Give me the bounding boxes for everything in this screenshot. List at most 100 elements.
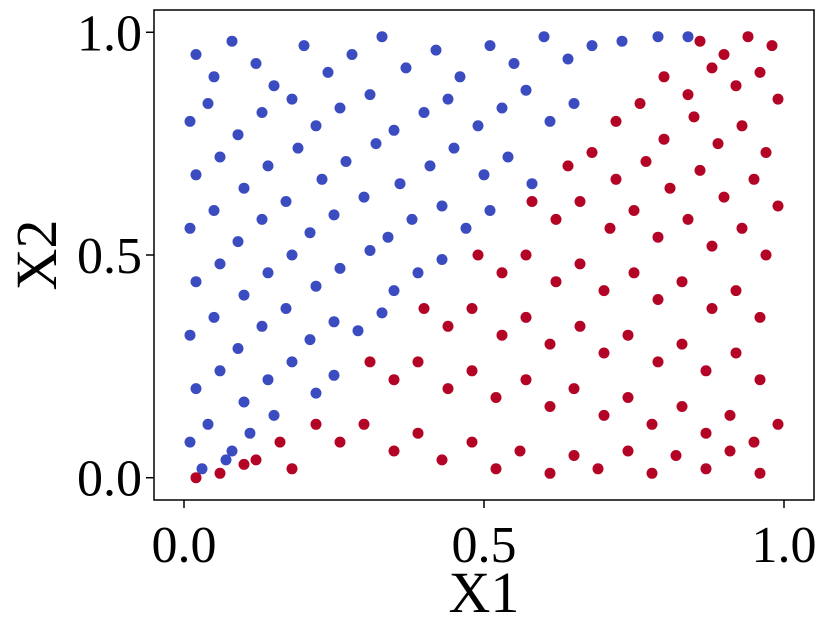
scatter-point-series-1 [466,365,478,377]
scatter-point-series-1 [496,267,508,279]
scatter-point-series-1 [388,374,400,386]
scatter-point-series-0 [250,58,262,69]
scatter-point-series-0 [184,222,196,234]
scatter-point-series-0 [364,89,376,101]
scatter-point-series-0 [208,205,220,216]
scatter-point-series-0 [340,156,352,167]
scatter-point-series-1 [466,436,478,448]
scatter-point-series-1 [286,463,298,475]
scatter-point-series-0 [538,31,550,43]
scatter-point-series-1 [250,454,262,466]
scatter-point-series-0 [280,303,292,314]
scatter-point-series-1 [670,450,682,461]
scatter-point-series-1 [412,427,424,439]
scatter-point-series-0 [196,463,208,475]
scatter-point-series-0 [304,227,316,239]
scatter-point-series-0 [232,129,244,141]
scatter-point-series-0 [346,49,358,60]
scatter-point-series-0 [328,209,340,221]
scatter-point-series-1 [748,173,760,185]
x-tick-label: 0.5 [452,517,517,574]
scatter-point-series-0 [202,418,214,430]
scatter-point-series-0 [310,387,322,399]
scatter-point-series-1 [274,436,286,448]
scatter-point-series-0 [526,178,538,190]
scatter-point-series-1 [574,258,586,270]
scatter-point-series-1 [712,138,724,150]
scatter-point-series-1 [598,285,610,297]
scatter-point-series-1 [610,173,622,185]
scatter-point-series-1 [310,418,322,430]
scatter-point-series-1 [700,463,712,475]
scatter-point-series-1 [724,445,736,457]
scatter-point-series-0 [310,280,322,292]
scatter-point-series-0 [184,436,196,448]
scatter-point-series-0 [328,316,340,328]
scatter-point-series-1 [646,418,658,430]
scatter-point-series-0 [214,151,226,163]
scatter-point-series-0 [502,151,514,163]
scatter-point-series-1 [592,463,604,475]
scatter-point-series-1 [706,62,718,74]
scatter-point-series-1 [472,249,484,261]
scatter-point-series-1 [694,35,706,47]
scatter-point-series-1 [610,115,622,127]
scatter-point-series-1 [550,276,562,288]
scatter-point-series-0 [208,71,220,83]
plot-frame [153,9,815,501]
scatter-point-series-1 [688,111,700,123]
scatter-point-series-1 [748,436,760,448]
scatter-point-series-0 [562,53,574,65]
scatter-point-series-0 [184,329,196,341]
scatter-point-series-0 [376,307,388,319]
scatter-point-series-0 [406,213,418,225]
x-tick-label: 1.0 [752,517,817,574]
scatter-point-series-1 [706,240,718,252]
scatter-point-series-1 [568,383,580,395]
scatter-point-series-1 [766,40,778,52]
scatter-point-series-0 [334,262,346,274]
scatter-point-series-0 [322,66,334,78]
scatter-point-series-1 [682,213,694,225]
scatter-point-series-1 [700,427,712,439]
scatter-point-series-1 [760,147,772,158]
scatter-point-series-0 [388,124,400,136]
scatter-point-series-0 [190,383,202,395]
scatter-point-series-1 [640,156,652,167]
scatter-point-series-0 [256,320,268,332]
scatter-point-series-0 [478,169,490,181]
scatter-point-series-1 [490,463,502,475]
scatter-point-series-1 [358,418,370,430]
scatter-point-series-0 [520,84,532,96]
scatter-point-series-1 [760,249,772,261]
scatter-point-series-0 [214,365,226,377]
scatter-point-series-0 [418,107,430,118]
scatter-point-series-1 [658,71,670,83]
scatter-point-series-1 [466,303,478,314]
scatter-point-series-0 [238,289,250,301]
scatter-point-series-1 [418,303,430,314]
scatter-point-series-1 [496,329,508,341]
scatter-point-series-0 [484,205,496,216]
scatter-point-series-0 [268,80,280,92]
scatter-point-series-1 [622,329,634,341]
scatter-point-series-1 [598,347,610,359]
scatter-point-series-0 [388,285,400,297]
scatter-point-series-0 [280,196,292,207]
scatter-point-series-1 [364,356,376,368]
scatter-point-series-0 [184,115,196,127]
y-tick-label: 0.0 [77,451,142,508]
scatter-point-series-1 [520,311,532,323]
y-tick-label: 0.5 [77,228,142,285]
scatter-point-series-1 [772,93,784,105]
scatter-point-series-0 [304,334,316,346]
scatter-point-series-1 [520,249,532,261]
y-axis-label: X2 [4,220,69,291]
scatter-point-series-1 [604,222,616,234]
scatter-point-series-0 [298,40,310,52]
scatter-point-series-1 [706,303,718,314]
scatter-point-series-0 [448,142,460,154]
scatter-point-series-0 [544,115,556,127]
scatter-point-series-1 [568,450,580,461]
scatter-point-series-1 [190,472,202,484]
